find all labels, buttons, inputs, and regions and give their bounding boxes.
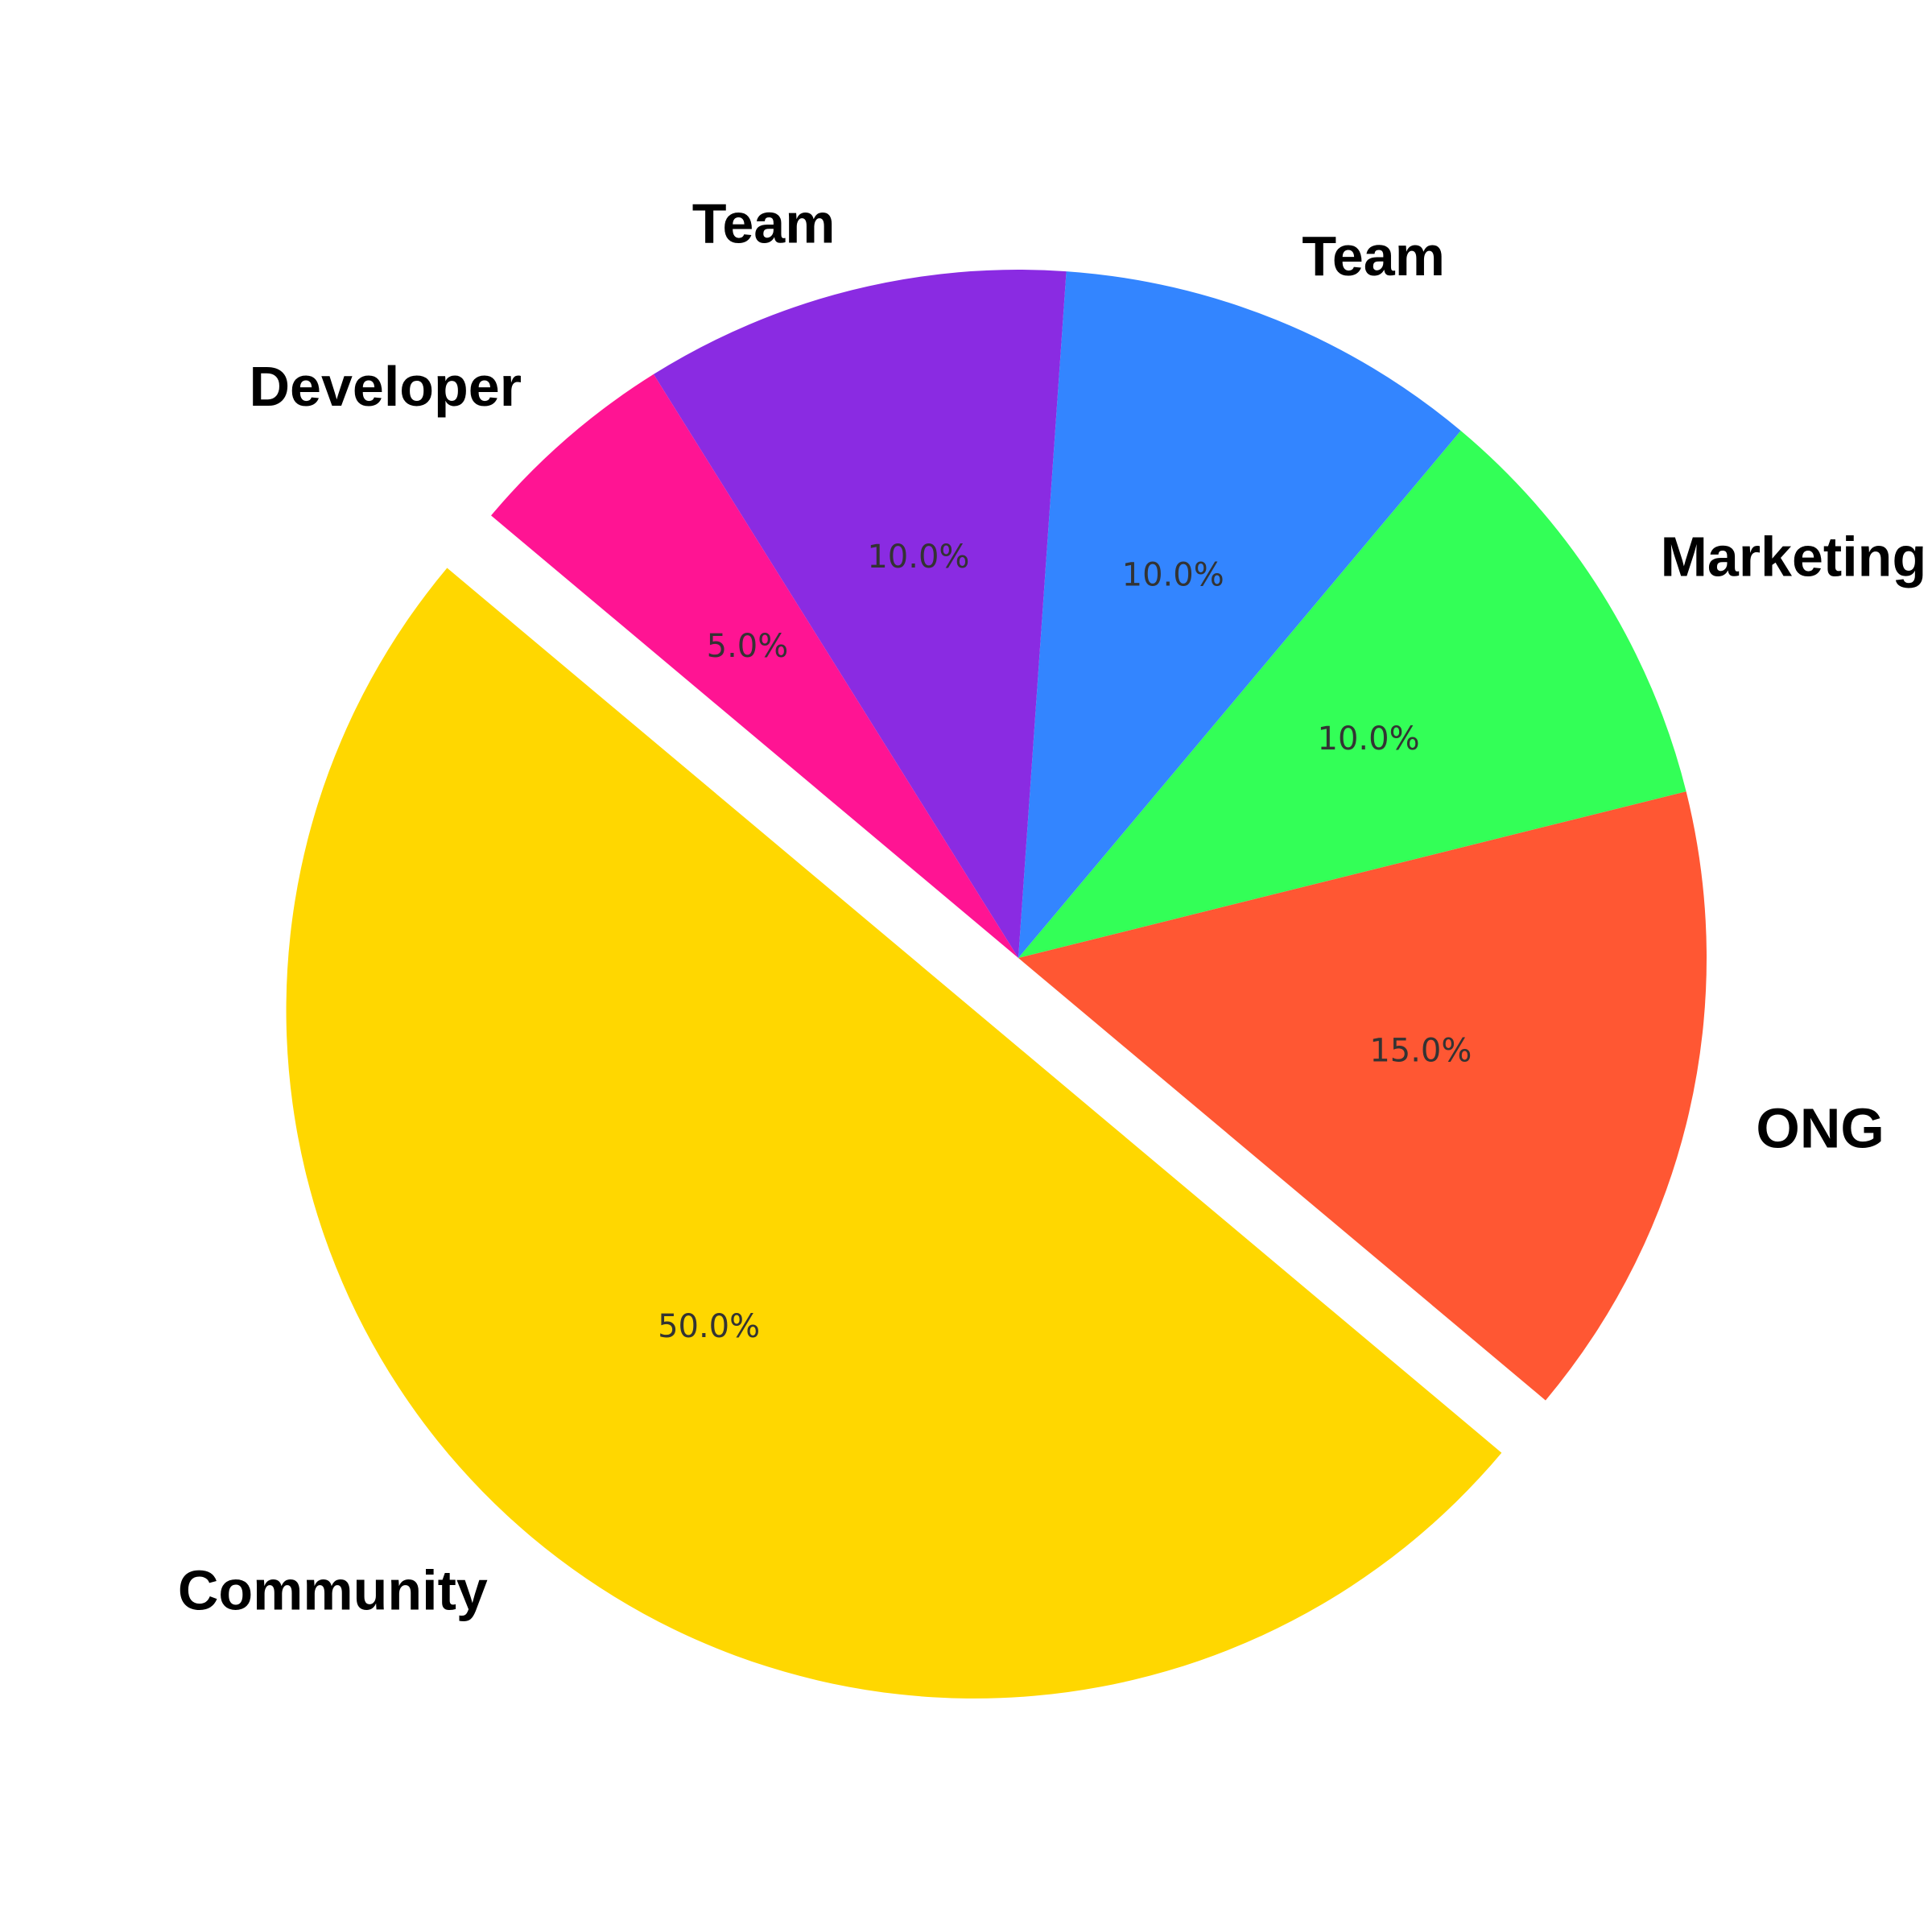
pie-category-label-4: Team (692, 192, 836, 254)
pie-percent-label-5: 5.0% (707, 628, 789, 665)
pie-labels: 50.0% Community 15.0% ONG 10.0% Marketing 10.0… (178, 192, 1926, 1621)
pie-slice-2 (1018, 431, 1686, 958)
pie-percent-label-0: 50.0% (658, 1308, 760, 1345)
pie-category-label-2: Marketing (1661, 526, 1927, 588)
pie-percent-label-4: 10.0% (867, 539, 969, 576)
pie-category-label-0: Community (178, 1559, 488, 1622)
pie-slices (286, 270, 1707, 1699)
pie-category-label-5: Developer (249, 355, 521, 418)
pie-slice-4 (653, 270, 1067, 958)
pie-percent-label-2: 10.0% (1318, 720, 1420, 758)
pie-slice-5 (491, 374, 1018, 958)
pie-slice-1 (1018, 791, 1707, 1401)
pie-category-label-1: ONG (1756, 1097, 1884, 1160)
pie-percent-label-3: 10.0% (1122, 556, 1224, 593)
pie-percent-label-1: 15.0% (1369, 1032, 1472, 1069)
pie-slice-3 (1018, 271, 1461, 958)
pie-slice-0 (286, 568, 1502, 1699)
pie-category-label-3: Team (1302, 225, 1445, 287)
